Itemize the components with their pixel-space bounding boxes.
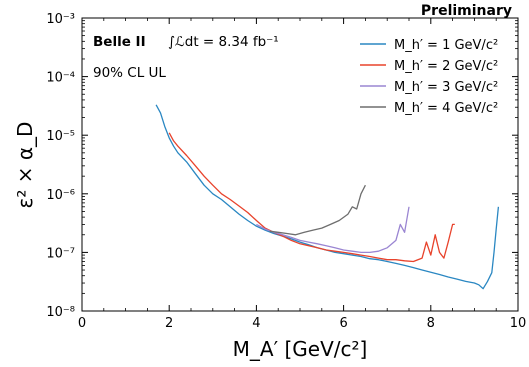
x-axis-title: M_A′ [GeV/c²] — [233, 337, 368, 361]
y-axis-title: ε² × α_D — [13, 122, 37, 209]
series-line-4 — [269, 184, 366, 236]
legend-label-4: M_h′ = 4 GeV/c² — [394, 101, 498, 116]
x-tick-label: 0 — [78, 316, 86, 331]
x-tick-label: 10 — [510, 316, 527, 331]
plot-frame — [81, 17, 519, 312]
y-tick-label: 10⁻⁵ — [46, 129, 75, 144]
y-tick-label: 10⁻⁴ — [46, 71, 75, 86]
luminosity-label: ∫ℒdt = 8.34 fb⁻¹ — [168, 34, 279, 50]
legend-label-2: M_h′ = 2 GeV/c² — [394, 59, 498, 74]
legend-label-3: M_h′ = 3 GeV/c² — [394, 80, 498, 95]
experiment-label: Belle II — [93, 34, 146, 50]
series-line-1 — [155, 104, 500, 290]
y-tick-label: 10⁻⁶ — [46, 188, 75, 203]
legend: M_h′ = 1 GeV/c² M_h′ = 2 GeV/c² M_h′ = 3 G… — [360, 38, 498, 116]
x-tick-label: 2 — [165, 316, 173, 331]
preliminary-label: Preliminary — [421, 3, 512, 19]
x-tick-label: 8 — [427, 316, 435, 331]
x-tick-label: 6 — [339, 316, 347, 331]
x-tick-label: 4 — [252, 316, 260, 331]
y-tick-label: 10⁻⁸ — [46, 305, 75, 320]
series-line-3 — [256, 206, 410, 254]
y-tick-label: 10⁻⁷ — [46, 246, 75, 261]
legend-label-1: M_h′ = 1 GeV/c² — [394, 38, 498, 53]
series-lines — [155, 104, 500, 290]
confidence-level-label: 90% CL UL — [93, 65, 166, 81]
y-tick-label: 10⁻³ — [46, 12, 75, 27]
series-line-2 — [168, 132, 455, 263]
